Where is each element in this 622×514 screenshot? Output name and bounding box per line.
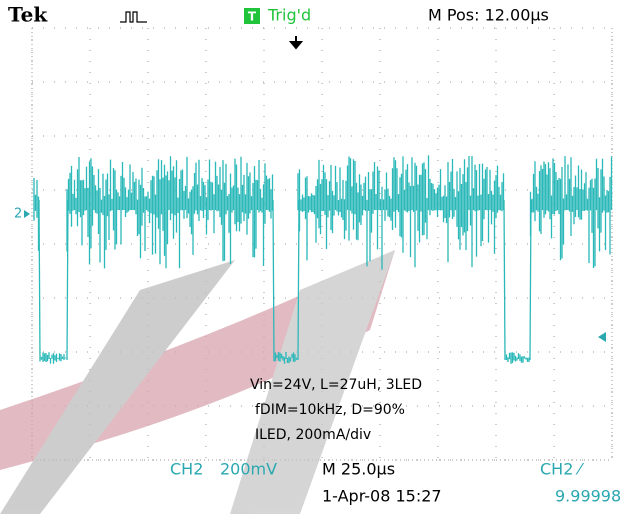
footer-trigger: CH2 ⁄ <box>540 460 584 479</box>
note: Vin=24V, L=27uH, 3LED <box>250 377 422 393</box>
channel-marker: 2 <box>14 207 22 222</box>
footer-scale: 200mV <box>220 460 277 479</box>
acq-icon <box>120 11 147 23</box>
note: fDIM=10kHz, D=90% <box>255 402 405 418</box>
footer-frequency: 9.99998 <box>555 487 621 506</box>
note: ILED, 200mA/div <box>255 427 371 443</box>
trigger-arrow <box>288 36 304 50</box>
position: M Pos: 12.00µs <box>428 6 549 25</box>
waveform <box>33 155 613 364</box>
watermark <box>0 250 395 514</box>
footer-timebase: M 25.0µs <box>322 460 395 479</box>
footer-channel: CH2 <box>170 460 203 479</box>
channel-arrow <box>24 210 30 218</box>
trigger-status: Trig'd <box>267 6 311 25</box>
trigger-level-arrow <box>598 332 606 342</box>
trig-icon: T <box>248 10 257 24</box>
trig-icon-box <box>244 8 260 24</box>
brand: Tek <box>8 3 48 27</box>
graticule <box>31 27 613 461</box>
footer-date: 1-Apr-08 15:27 <box>322 487 442 506</box>
